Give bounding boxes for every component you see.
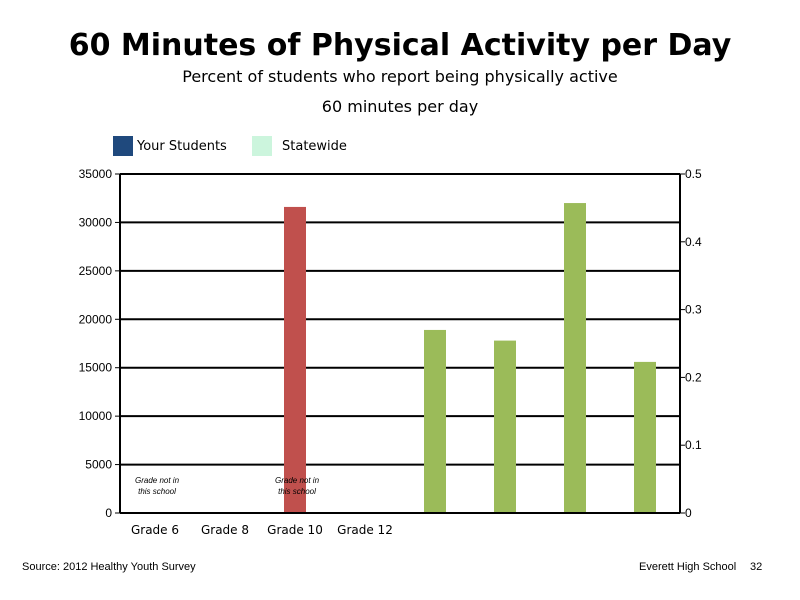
y-left-tick-label: 5000 xyxy=(85,458,112,472)
bar xyxy=(494,340,516,513)
legend-label-your-students: Your Students xyxy=(137,138,227,154)
annotation-text: this school xyxy=(138,487,176,496)
y-right-tick-label: 0.5 xyxy=(685,167,702,181)
bar xyxy=(564,203,586,514)
y-right-tick-label: 0 xyxy=(685,506,692,520)
legend-swatch-your-students xyxy=(113,136,133,156)
page-number: 32 xyxy=(750,561,763,573)
y-left-tick-label: 10000 xyxy=(79,409,113,423)
legend-swatch-statewide xyxy=(252,136,272,156)
chart-title: 60 Minutes of Physical Activity per Day xyxy=(68,28,732,63)
bar xyxy=(424,329,446,513)
legend-item-your-students: Your Students xyxy=(113,136,227,156)
legend-label-statewide: Statewide xyxy=(282,138,347,154)
annotation-text: Grade not in xyxy=(275,476,320,485)
chart-subtitle-line-2: 60 minutes per day xyxy=(321,97,479,116)
y-left-tick-label: 35000 xyxy=(79,167,113,181)
y-left-tick-label: 30000 xyxy=(79,215,113,229)
legend-item-statewide: Statewide xyxy=(252,136,347,156)
y-left-tick-label: 15000 xyxy=(79,361,113,375)
x-category-label: Grade 12 xyxy=(337,523,393,537)
bar xyxy=(634,361,656,513)
annotation-text: this school xyxy=(278,487,316,496)
x-category-label: Grade 10 xyxy=(267,523,323,537)
y-left-tick-label: 20000 xyxy=(79,312,113,326)
bar xyxy=(284,206,306,513)
y-left-tick-label: 0 xyxy=(105,506,112,520)
y-left-tick-label: 25000 xyxy=(79,264,113,278)
y-right-tick-label: 0.3 xyxy=(685,303,702,317)
y-right-tick-label: 0.4 xyxy=(685,235,702,249)
x-category-label: Grade 6 xyxy=(131,523,179,537)
x-category-label: Grade 8 xyxy=(201,523,249,537)
y-right-tick-label: 0.2 xyxy=(685,370,702,384)
annotation-text: Grade not in xyxy=(135,476,180,485)
source-note: Source: 2012 Healthy Youth Survey xyxy=(22,561,196,573)
chart-subtitle-line-1: Percent of students who report being phy… xyxy=(182,67,618,86)
y-right-tick-label: 0.1 xyxy=(685,438,702,452)
school-name: Everett High School xyxy=(639,561,737,573)
